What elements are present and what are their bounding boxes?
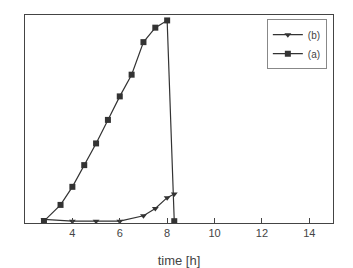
svg-text:6: 6 bbox=[117, 227, 123, 239]
svg-text:4: 4 bbox=[69, 227, 75, 239]
svg-text:12: 12 bbox=[256, 227, 268, 239]
svg-text:10: 10 bbox=[208, 227, 220, 239]
svg-text:time [h]: time [h] bbox=[158, 253, 201, 268]
svg-text:14: 14 bbox=[303, 227, 315, 239]
svg-text:(a): (a) bbox=[308, 49, 320, 60]
svg-text:8: 8 bbox=[164, 227, 170, 239]
svg-text:(b): (b) bbox=[308, 30, 320, 41]
